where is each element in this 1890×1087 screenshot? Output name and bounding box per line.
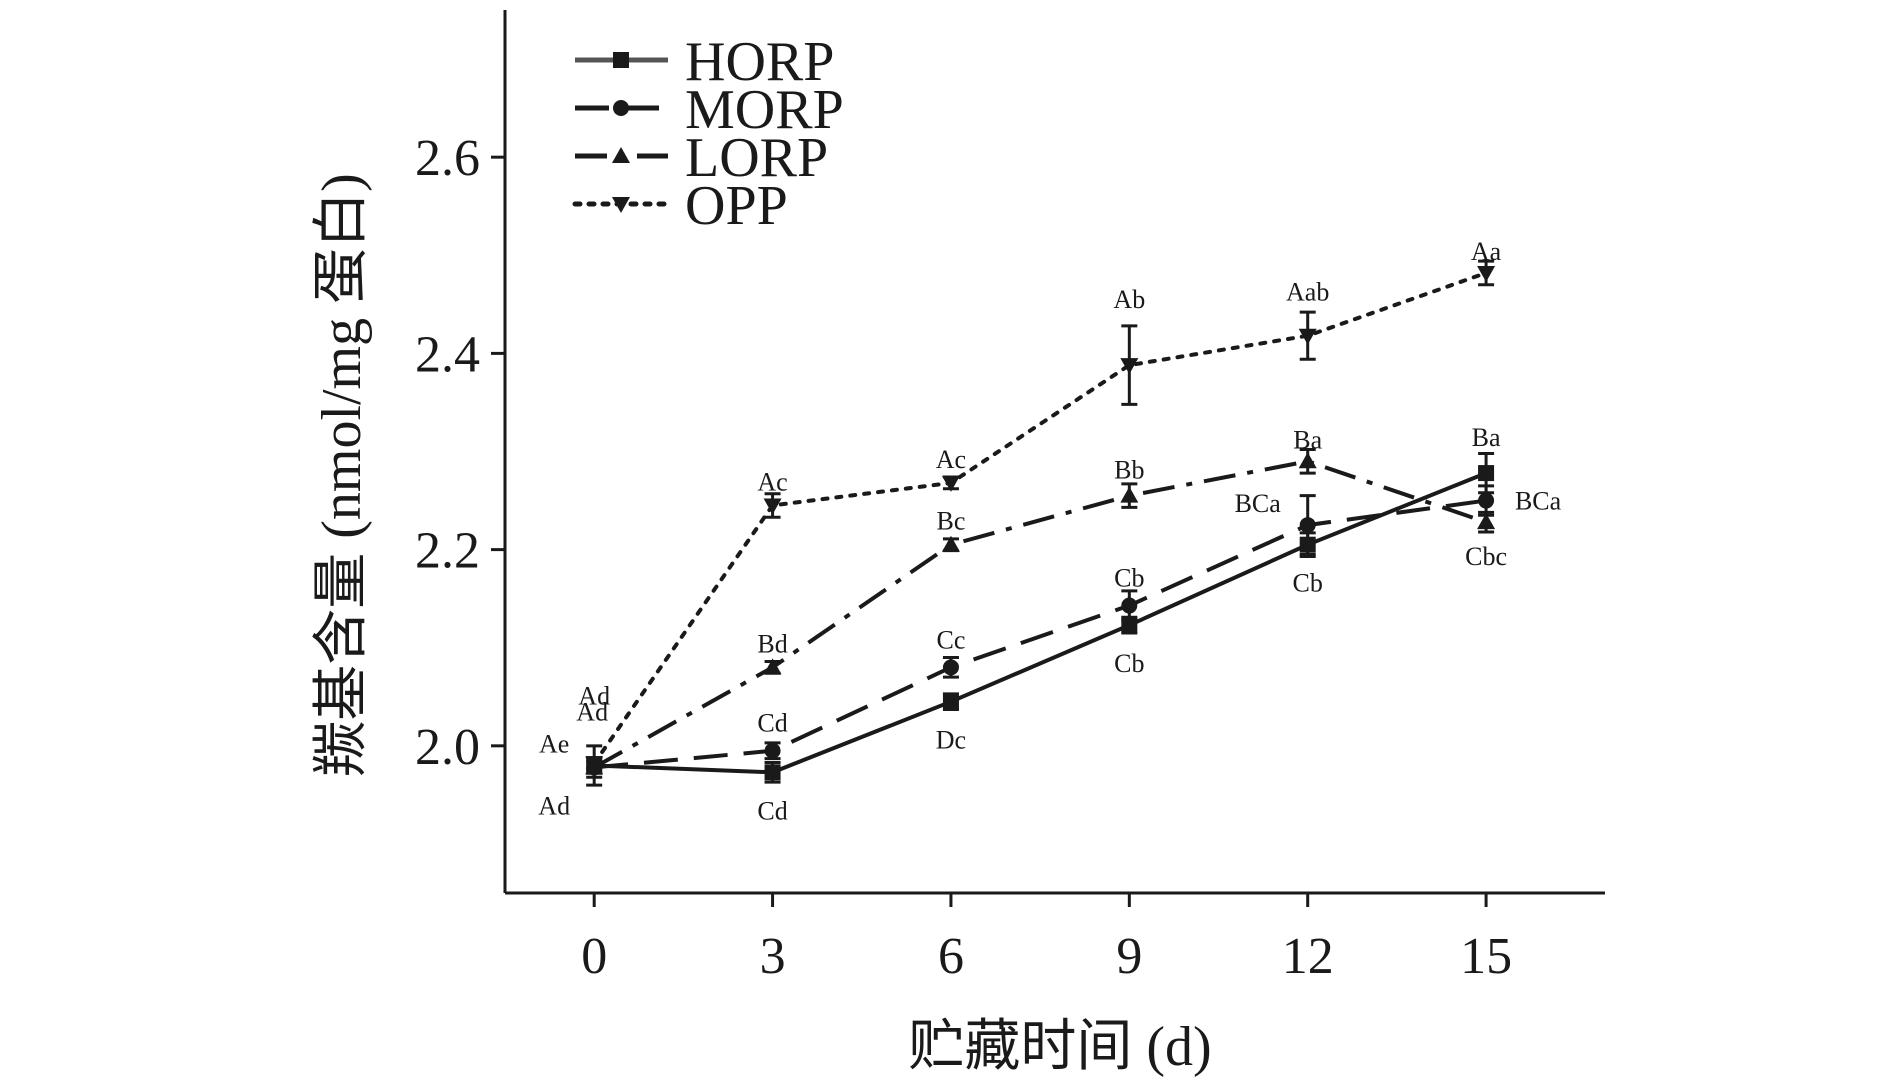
- data-label-morp: BCa: [1515, 487, 1562, 516]
- y-tick-label: 2.6: [415, 130, 480, 187]
- data-point-opp: [1120, 358, 1139, 375]
- data-point-morp: [1478, 492, 1495, 509]
- data-label-lorp: Ba: [1293, 425, 1322, 454]
- legend-marker-opp: [612, 197, 630, 213]
- data-point-morp: [1121, 597, 1138, 614]
- data-label-morp: Ad: [576, 697, 608, 726]
- data-point-lorp: [1477, 513, 1496, 530]
- data-point-lorp: [1298, 452, 1317, 469]
- data-point-morp: [764, 742, 781, 759]
- x-tick-label: 0: [581, 928, 607, 985]
- data-label-lorp: Bd: [757, 629, 787, 658]
- data-point-horp: [764, 764, 781, 781]
- data-point-horp: [942, 693, 959, 710]
- y-ticks: 2.0 2.2 2.4 2.6: [415, 130, 505, 776]
- x-tick-label: 15: [1460, 928, 1512, 985]
- data-label-layer: Ad Cd Dc Cb Cb Ba Ad Cd Cc Cb BCa BCa Ae Bd Bc Bb Ba Cbc A…: [538, 237, 1561, 825]
- data-label-opp: Ac: [936, 445, 966, 474]
- data-point-opp: [941, 475, 960, 492]
- data-label-horp: Dc: [936, 726, 966, 755]
- data-label-opp: Ab: [1113, 285, 1145, 314]
- data-label-morp: Cb: [1114, 564, 1144, 593]
- data-point-lorp: [941, 535, 960, 552]
- data-point-opp: [1298, 328, 1317, 345]
- x-tick-label: 3: [760, 928, 786, 985]
- data-point-opp: [763, 498, 782, 515]
- y-axis-title: 羰基含量 (nmol/mg 蛋白): [311, 173, 373, 777]
- series-line-opp: [592, 270, 1489, 766]
- data-label-opp: Aa: [1471, 237, 1502, 266]
- legend-marker-horp: [613, 52, 629, 68]
- data-label-morp: Cd: [757, 709, 787, 738]
- data-label-lorp: Bc: [937, 507, 966, 536]
- series-line-morp: [594, 498, 1487, 770]
- legend-marker-morp: [613, 100, 629, 116]
- legend-label-morp: MORP: [685, 79, 844, 141]
- legend-label-opp: OPP: [685, 175, 788, 237]
- x-tick-label: 12: [1282, 928, 1334, 985]
- legend-label-lorp: LORP: [685, 127, 828, 189]
- data-label-horp: Cb: [1114, 649, 1144, 678]
- series-line-lorp: [593, 459, 1487, 770]
- data-point-lorp: [763, 658, 782, 675]
- x-tick-label: 9: [1116, 928, 1142, 985]
- y-tick-label: 2.4: [415, 326, 480, 383]
- data-point-morp: [942, 659, 959, 676]
- data-label-lorp: Ae: [539, 729, 569, 758]
- data-label-horp: Cb: [1293, 569, 1323, 598]
- data-point-opp: [1477, 265, 1496, 282]
- data-label-lorp: Cbc: [1465, 542, 1507, 571]
- data-label-opp: Aab: [1286, 278, 1329, 307]
- data-point-morp: [1299, 517, 1316, 534]
- data-point-lorp: [1120, 486, 1139, 503]
- data-label-lorp: Bb: [1114, 456, 1144, 485]
- legend-label-horp: HORP: [685, 31, 834, 93]
- x-ticks: 0 3 6 9 12 15: [581, 893, 1512, 985]
- series-layer: [592, 270, 1489, 775]
- y-tick-label: 2.2: [415, 523, 480, 580]
- data-label-horp: Cd: [757, 796, 787, 825]
- data-point-opp: [585, 756, 604, 773]
- data-label-opp: Ad: [578, 681, 610, 710]
- data-label-morp: Cc: [937, 625, 966, 654]
- legend-marker-lorp: [612, 147, 630, 163]
- data-label-horp: Ba: [1472, 423, 1501, 452]
- x-tick-label: 6: [938, 928, 964, 985]
- series-line-horp: [594, 471, 1487, 775]
- data-label-horp: Ad: [538, 791, 570, 820]
- x-axis-title: 贮藏时间 (d): [908, 1016, 1211, 1078]
- data-label-opp: Ac: [757, 467, 787, 496]
- data-point-horp: [1478, 465, 1495, 482]
- marker-layer: [585, 259, 1496, 787]
- data-label-morp: BCa: [1235, 489, 1282, 518]
- y-tick-label: 2.0: [415, 719, 480, 776]
